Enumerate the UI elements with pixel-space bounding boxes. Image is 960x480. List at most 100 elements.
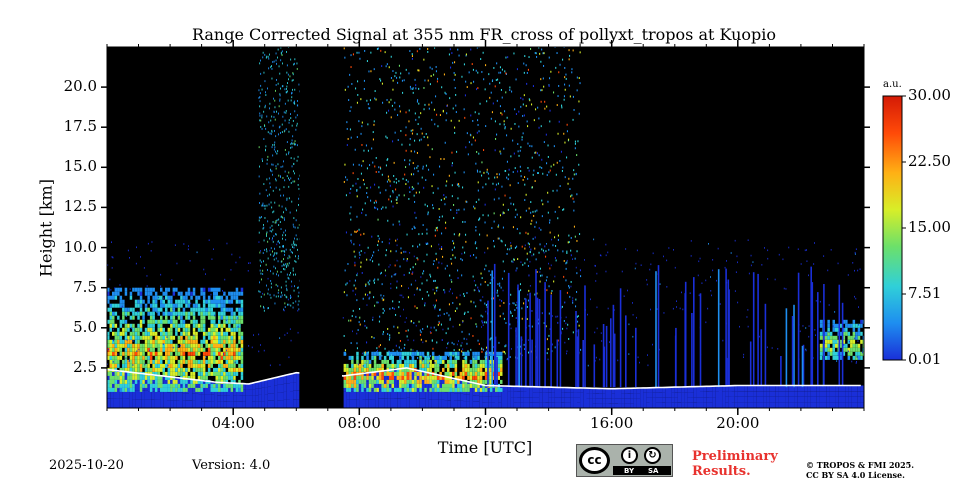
boundary-layer-cell [690,386,694,392]
aerosol-plume-cell [436,383,440,388]
aerosol-plume-cell [356,351,359,356]
aerosol-plume-cell [197,379,201,384]
noise-speckle [297,257,299,260]
boundary-layer-cell [794,385,798,392]
boundary-layer-cell [769,385,773,392]
noise-speckle [361,212,363,214]
noise-speckle [205,273,206,275]
aerosol-plume-cell [187,367,191,372]
noise-speckle [417,69,419,72]
aerosol-plume-cell [114,383,118,388]
noise-speckle [278,274,279,277]
aerosol-plume-cell [240,375,244,380]
boundary-layer-cell [539,397,543,403]
aerosol-plume-cell [213,299,216,304]
boundary-layer-cell [782,396,786,403]
aerosol-plume-cell [472,363,475,368]
noise-speckle [259,100,261,103]
noise-speckle [280,166,282,168]
noise-speckle [562,250,564,253]
aerosol-plume-cell [210,363,213,368]
noise-speckle [834,311,836,313]
noise-speckle [481,174,483,177]
aerosol-plume-cell [835,355,838,360]
noise-speckle [511,260,513,263]
boundary-layer-cell [192,393,196,401]
aerosol-plume-cell [187,287,191,292]
noise-speckle [493,245,495,248]
aerosol-plume-cell [429,379,432,384]
noise-speckle [294,62,295,65]
aerosol-plume-cell [154,363,158,368]
aerosol-plume-cell [185,323,188,328]
noise-speckle [363,232,365,235]
noise-speckle [274,146,276,149]
boundary-layer-cell [277,384,281,393]
boundary-layer-cell [715,386,719,392]
noise-speckle [433,73,435,76]
noise-speckle [501,300,503,302]
noise-speckle [298,197,300,200]
noise-speckle [297,100,298,102]
noise-speckle [572,331,574,334]
noise-speckle [346,294,348,297]
boundary-layer-cell [390,398,395,408]
noise-speckle [289,256,291,259]
aerosol-plume-cell [142,347,145,352]
noise-speckle [473,289,475,292]
aerosol-plume-cell [500,363,503,368]
boundary-layer-cell [289,374,294,383]
aerosol-plume-cell [436,375,440,380]
noise-speckle [805,348,807,351]
noise-speckle [367,123,369,126]
aerosol-plume-cell [860,331,863,336]
aerosol-plume-cell [396,363,400,368]
noise-speckle [566,250,568,253]
aerosol-plume-cell [399,383,402,388]
boundary-layer-cell [248,389,253,396]
aerosol-plume-cell [117,287,120,292]
noise-speckle [417,165,419,167]
noise-speckle [125,357,127,359]
boundary-layer-cell [258,381,262,389]
aerosol-plume-cell [358,367,362,372]
aerosol-plume-cell [119,387,123,392]
noise-speckle [531,254,533,257]
boundary-layer-cell [375,380,379,390]
noise-speckle [356,189,358,191]
boundary-layer-cell [252,389,256,396]
noise-speckle [226,242,228,245]
aerosol-plume-cell [182,355,186,360]
noise-speckle [402,91,404,94]
noise-speckle [572,297,574,299]
aerosol-plume-cell [233,319,236,324]
noise-speckle [514,309,516,311]
noise-speckle [568,338,570,340]
noise-speckle [273,294,275,297]
aerosol-plume-cell [117,331,120,336]
noise-speckle [269,53,270,56]
aerosol-plume-cell [477,383,480,388]
aerosol-plume-cell [139,319,143,324]
aerosol-plume-cell [366,375,369,380]
noise-speckle [522,115,524,117]
noise-speckle [378,186,380,189]
aerosol-plume-cell [134,347,138,352]
noise-speckle [266,55,268,58]
noise-speckle [506,116,508,119]
boundary-layer-cell [595,398,600,404]
x-axis-label: Time [UTC] [437,438,533,457]
boundary-layer-cell [119,398,123,408]
noise-speckle [431,185,433,188]
noise-speckle [450,209,452,211]
noise-speckle [475,241,477,244]
noise-speckle [503,147,505,150]
boundary-layer-cell [753,391,757,397]
noise-speckle [541,89,543,92]
boundary-layer-cell [570,402,574,408]
aerosol-plume-cell [207,327,211,332]
aerosol-plume-cell [213,359,216,364]
noise-speckle [538,47,540,49]
noise-speckle [386,111,388,114]
aerosol-plume-cell [220,323,224,328]
